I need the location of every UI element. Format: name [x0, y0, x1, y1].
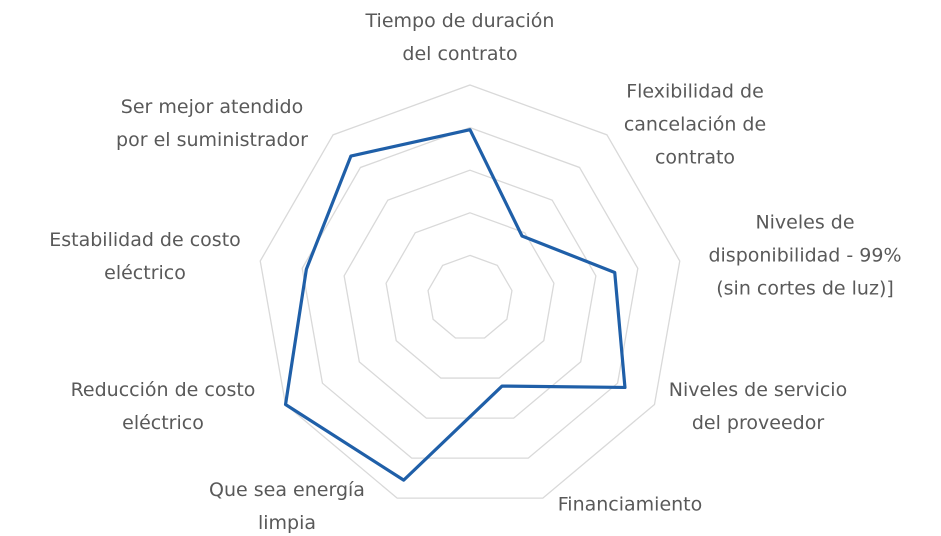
axis-label: Reducción de costo eléctrico [70, 379, 256, 434]
axis-label: Flexibilidad de cancelación de contrato [623, 80, 767, 169]
axis-label: Que sea energía limpia [209, 479, 365, 534]
grid-ring [385, 212, 555, 379]
axis-label: Estabilidad de costo eléctrico [49, 229, 241, 284]
grid-ring [343, 169, 597, 419]
grid-ring [259, 84, 681, 499]
grid-ring [427, 254, 513, 339]
data-line [283, 128, 627, 482]
axis-label: Niveles de servicio del proveedor [668, 379, 848, 434]
axis-label: Niveles de disponibilidad - 99% (sin cor… [708, 211, 902, 300]
axis-label: Tiempo de duración del contrato [365, 10, 555, 65]
grid-ring [301, 126, 639, 459]
axis-label: Ser mejor atendido por el suministrador [116, 96, 308, 151]
axis-label: Financiamiento [557, 493, 703, 516]
